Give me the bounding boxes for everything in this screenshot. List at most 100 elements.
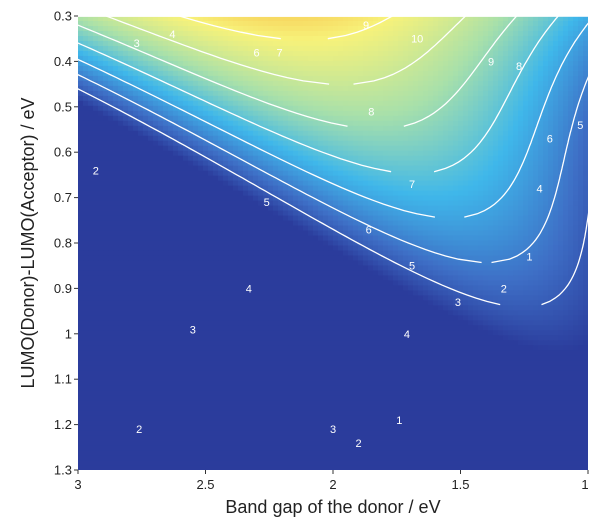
heatmap-cell: [288, 210, 294, 217]
heatmap-cell: [78, 140, 84, 147]
heatmap-cell: [233, 90, 239, 97]
heatmap-cell: [148, 95, 154, 102]
heatmap-cell: [378, 220, 384, 227]
heatmap-cell: [393, 175, 399, 182]
heatmap-cell: [473, 60, 479, 67]
heatmap-cell: [548, 165, 554, 172]
heatmap-cell: [338, 70, 344, 77]
heatmap-cell: [483, 170, 489, 177]
heatmap-cell: [103, 245, 109, 252]
heatmap-cell: [418, 55, 424, 62]
heatmap-cell: [358, 255, 364, 262]
heatmap-cell: [223, 150, 229, 157]
heatmap-cell: [338, 250, 344, 257]
heatmap-cell: [478, 75, 484, 82]
heatmap-cell: [278, 60, 284, 67]
heatmap-cell: [498, 35, 504, 42]
heatmap-cell: [308, 100, 314, 107]
heatmap-cell: [388, 90, 394, 97]
heatmap-cell: [408, 70, 414, 77]
heatmap-cell: [538, 245, 544, 252]
heatmap-cell: [88, 35, 94, 42]
heatmap-cell: [138, 165, 144, 172]
heatmap-cell: [538, 205, 544, 212]
heatmap-cell: [503, 235, 509, 242]
heatmap-cell: [278, 45, 284, 52]
heatmap-cell: [483, 160, 489, 167]
heatmap-cell: [153, 105, 159, 112]
heatmap-cell: [393, 255, 399, 262]
heatmap-cell: [458, 135, 464, 142]
heatmap-cell: [233, 30, 239, 37]
heatmap-cell: [208, 110, 214, 117]
heatmap-cell: [523, 175, 529, 182]
heatmap-cell: [93, 180, 99, 187]
heatmap-cell: [223, 190, 229, 197]
heatmap-cell: [128, 16, 134, 22]
heatmap-cell: [503, 180, 509, 187]
heatmap-cell: [468, 190, 474, 197]
heatmap-cell: [263, 195, 269, 202]
heatmap-cell: [318, 235, 324, 242]
heatmap-cell: [288, 190, 294, 197]
heatmap-cell: [98, 135, 104, 142]
heatmap-cell: [518, 170, 524, 177]
heatmap-cell: [318, 100, 324, 107]
heatmap-cell: [408, 100, 414, 107]
heatmap-cell: [113, 175, 119, 182]
heatmap-cell: [218, 50, 224, 57]
heatmap-cell: [478, 110, 484, 117]
heatmap-cell: [538, 180, 544, 187]
heatmap-cell: [443, 75, 449, 82]
heatmap-cell: [478, 70, 484, 77]
heatmap-cell: [583, 135, 588, 142]
heatmap-cell: [483, 60, 489, 67]
heatmap-cell: [458, 45, 464, 52]
heatmap-cell: [443, 160, 449, 167]
heatmap-cell: [443, 70, 449, 77]
heatmap-cell: [463, 230, 469, 237]
heatmap-cell: [403, 120, 409, 127]
heatmap-cell: [438, 170, 444, 177]
heatmap-cell: [373, 30, 379, 37]
heatmap-cell: [78, 25, 84, 32]
heatmap-cell: [298, 180, 304, 187]
heatmap-cell: [193, 40, 199, 47]
heatmap-cell: [98, 185, 104, 192]
heatmap-cell: [158, 240, 164, 247]
heatmap-cell: [433, 55, 439, 62]
heatmap-cell: [428, 140, 434, 147]
heatmap-cell: [353, 35, 359, 42]
heatmap-cell: [528, 70, 534, 77]
heatmap-cell: [113, 60, 119, 67]
heatmap-cell: [563, 245, 569, 252]
heatmap-cell: [428, 35, 434, 42]
heatmap-cell: [478, 235, 484, 242]
heatmap-cell: [583, 130, 588, 137]
heatmap-cell: [278, 125, 284, 132]
heatmap-cell: [88, 105, 94, 112]
heatmap-cell: [168, 35, 174, 42]
heatmap-cell: [358, 180, 364, 187]
heatmap-cell: [168, 80, 174, 87]
heatmap-cell: [328, 30, 334, 37]
heatmap-cell: [138, 230, 144, 237]
heatmap-cell: [583, 110, 588, 117]
heatmap-cell: [468, 230, 474, 237]
heatmap-cell: [153, 35, 159, 42]
heatmap-cell: [113, 205, 119, 212]
heatmap-cell: [553, 210, 559, 217]
heatmap-cell: [388, 85, 394, 92]
heatmap-cell: [103, 200, 109, 207]
heatmap-cell: [83, 115, 89, 122]
heatmap-cell: [88, 20, 94, 27]
heatmap-cell: [313, 185, 319, 192]
heatmap-cell: [378, 210, 384, 217]
heatmap-cell: [313, 155, 319, 162]
heatmap-cell: [418, 145, 424, 152]
heatmap-cell: [488, 145, 494, 152]
heatmap-cell: [308, 220, 314, 227]
heatmap-cell: [193, 250, 199, 257]
heatmap-cell: [83, 130, 89, 137]
heatmap-cell: [453, 185, 459, 192]
